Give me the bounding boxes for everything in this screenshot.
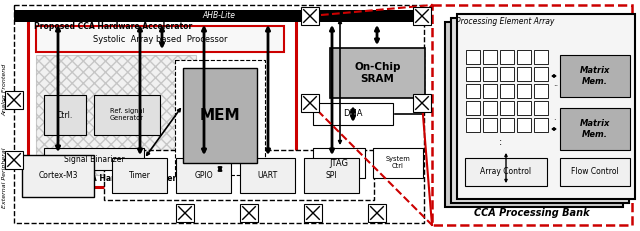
Bar	[432, 5, 632, 225]
Text: MEM: MEM	[200, 108, 240, 123]
Bar	[517, 84, 531, 98]
Text: Flow Control: Flow Control	[571, 167, 619, 176]
Text: :: :	[499, 137, 502, 147]
Bar	[5, 151, 23, 169]
Bar	[373, 148, 423, 178]
Bar	[14, 5, 424, 223]
Bar	[466, 50, 480, 64]
Text: Analog Frontend: Analog Frontend	[3, 64, 8, 116]
Bar	[500, 50, 514, 64]
Bar	[313, 103, 393, 125]
Text: CCA Processing Bank: CCA Processing Bank	[474, 208, 590, 218]
Bar	[500, 118, 514, 132]
Text: External Peripheral: External Peripheral	[3, 148, 8, 208]
Bar	[534, 84, 548, 98]
Text: GPIO: GPIO	[194, 171, 213, 180]
Bar	[451, 18, 629, 203]
Bar	[44, 148, 144, 170]
Text: Cortex-M3: Cortex-M3	[38, 171, 77, 180]
Text: Signal Binarizer: Signal Binarizer	[64, 155, 124, 164]
Text: .: .	[553, 113, 556, 122]
Bar	[176, 204, 194, 222]
Bar	[560, 55, 630, 97]
Bar	[500, 101, 514, 115]
Bar	[466, 101, 480, 115]
Bar	[560, 108, 630, 150]
Bar	[330, 48, 425, 98]
Bar	[301, 94, 319, 112]
Bar	[500, 67, 514, 81]
Text: Ctrl.: Ctrl.	[57, 110, 73, 119]
Bar	[517, 67, 531, 81]
Bar	[240, 158, 295, 193]
Text: ..: ..	[553, 79, 558, 88]
Bar	[413, 94, 431, 112]
Bar	[483, 101, 497, 115]
Bar	[175, 60, 265, 175]
Text: Systolic  Array based  Processor: Systolic Array based Processor	[93, 34, 227, 43]
Text: Matrix
Mem.: Matrix Mem.	[580, 66, 610, 86]
Bar	[176, 158, 231, 193]
Bar	[500, 84, 514, 98]
Bar	[240, 204, 258, 222]
Bar	[14, 10, 424, 22]
Bar	[368, 204, 386, 222]
Text: On-Chip
SRAM: On-Chip SRAM	[355, 62, 401, 84]
Bar	[517, 50, 531, 64]
Text: System
Ctrl: System Ctrl	[386, 156, 410, 170]
Bar	[94, 95, 160, 135]
Text: Processing Element Array: Processing Element Array	[456, 17, 554, 26]
Bar	[304, 204, 322, 222]
Bar	[112, 158, 167, 193]
Bar	[466, 84, 480, 98]
Bar	[36, 55, 196, 175]
Bar	[517, 101, 531, 115]
Text: Timer: Timer	[129, 171, 150, 180]
Bar	[445, 22, 623, 207]
Text: AHB-Lite: AHB-Lite	[202, 12, 236, 21]
Bar	[36, 26, 284, 52]
Bar	[466, 67, 480, 81]
Bar	[466, 118, 480, 132]
Bar	[313, 148, 365, 178]
Text: Matrix
Mem.: Matrix Mem.	[580, 119, 610, 139]
Bar	[465, 158, 547, 186]
Bar	[5, 91, 23, 109]
Text: DMA: DMA	[343, 109, 363, 119]
Text: SPI: SPI	[326, 171, 337, 180]
Bar	[44, 95, 86, 135]
Bar	[483, 50, 497, 64]
Text: Proposed CCA Hardware Accelerator: Proposed CCA Hardware Accelerator	[36, 174, 195, 183]
Bar	[560, 158, 630, 186]
Text: Array Control: Array Control	[481, 167, 532, 176]
Bar	[534, 50, 548, 64]
Bar	[301, 7, 319, 25]
Bar	[483, 84, 497, 98]
Bar	[457, 14, 635, 199]
Bar	[104, 150, 374, 200]
Bar	[304, 158, 359, 193]
Bar	[483, 118, 497, 132]
Bar	[413, 7, 431, 25]
Bar	[183, 68, 257, 163]
Text: Ref. signal
Generator: Ref. signal Generator	[109, 109, 144, 122]
Bar	[534, 118, 548, 132]
Bar	[483, 67, 497, 81]
Text: UART: UART	[257, 171, 278, 180]
Bar	[517, 118, 531, 132]
Text: JTAG: JTAG	[330, 158, 349, 167]
Bar	[534, 67, 548, 81]
Bar	[534, 101, 548, 115]
Bar	[28, 12, 296, 187]
Text: Proposed CCA Hardware Accelerator: Proposed CCA Hardware Accelerator	[34, 22, 192, 31]
Bar	[22, 155, 94, 197]
